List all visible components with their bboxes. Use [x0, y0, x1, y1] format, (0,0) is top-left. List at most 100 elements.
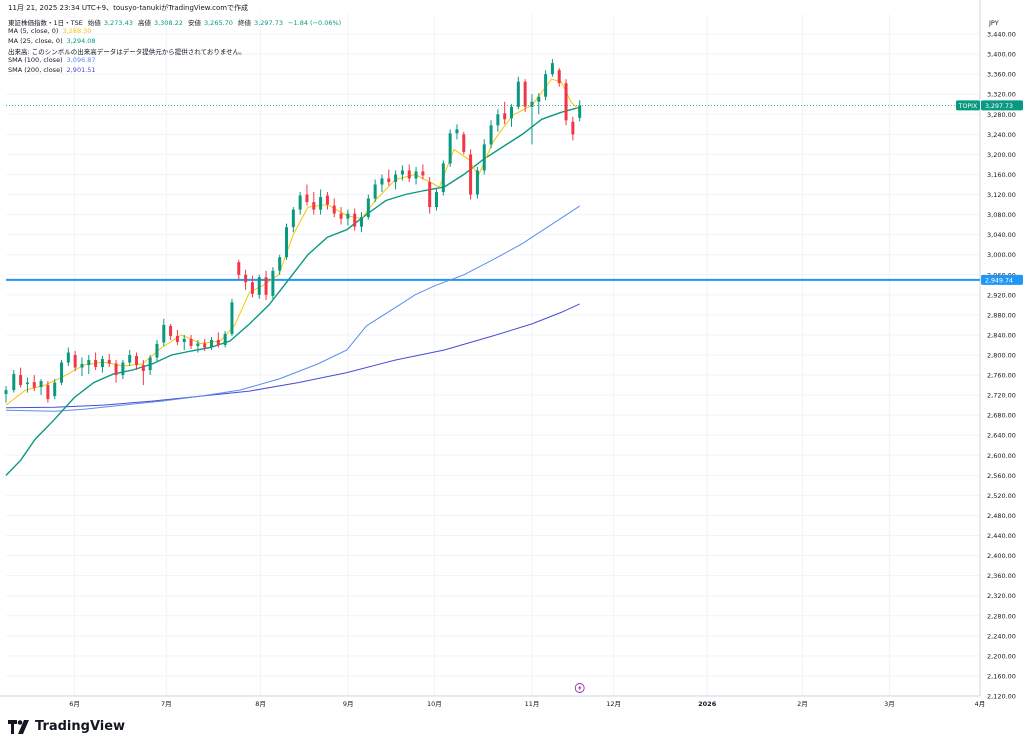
ma25-label: MA (25, close, 0): [8, 37, 63, 45]
y-tick-label: 2,600.00: [987, 452, 1016, 460]
candle-body: [203, 343, 207, 348]
ma5-legend[interactable]: MA (5, close, 0) 3,288.30: [8, 27, 91, 35]
low-label: 安値: [187, 19, 201, 27]
ma25-legend[interactable]: MA (25, close, 0) 3,294.08: [8, 37, 96, 45]
candle-body: [216, 339, 220, 345]
candle-body: [305, 194, 309, 203]
candle: [482, 139, 486, 175]
candle: [380, 174, 384, 193]
candle-body: [128, 355, 132, 363]
candle: [135, 352, 139, 371]
tradingview-logo[interactable]: TradingView: [8, 719, 125, 734]
candle-body: [380, 178, 384, 185]
candle-body: [169, 325, 173, 336]
y-tick-label: 2,120.00: [987, 693, 1016, 701]
candle: [4, 386, 8, 403]
x-tick-label: 8月: [255, 700, 266, 708]
candle: [394, 170, 398, 190]
candle-body: [339, 213, 343, 219]
candle: [46, 381, 50, 403]
close-label: 終値: [238, 19, 252, 27]
y-tick-label: 3,080.00: [987, 211, 1016, 219]
candle: [421, 164, 425, 180]
candle-body: [155, 343, 159, 358]
y-tick-label: 2,720.00: [987, 392, 1016, 400]
candle-body: [250, 282, 254, 294]
candle-body: [325, 195, 329, 205]
candle-body: [421, 171, 425, 176]
candle: [203, 338, 207, 351]
candle: [312, 192, 316, 215]
candle-body: [394, 174, 398, 182]
last-price-label-bg: [981, 100, 1023, 111]
candle-body: [32, 382, 36, 388]
candle-body: [210, 339, 214, 348]
candle-body: [523, 81, 527, 107]
horizontal-line-label: 2,949.74: [981, 274, 1023, 285]
y-tick-label: 3,000.00: [987, 251, 1016, 259]
candle-body: [346, 213, 350, 219]
candle-body: [264, 277, 268, 295]
y-tick-label: 3,200.00: [987, 151, 1016, 159]
candle: [387, 169, 391, 186]
candle-body: [244, 274, 248, 283]
candle: [32, 375, 36, 392]
candle-body: [516, 81, 520, 107]
open-value: 3,273.43: [103, 19, 133, 27]
last-price-label-text: 3,297.73: [985, 103, 1013, 110]
ma5-value: 3,288.30: [62, 27, 92, 35]
candle: [407, 164, 411, 182]
candle-body: [366, 198, 370, 218]
y-tick-label: 2,320.00: [987, 592, 1016, 600]
candle: [400, 165, 404, 181]
y-tick-label: 2,840.00: [987, 331, 1016, 339]
candle-body: [25, 382, 29, 385]
candle: [557, 68, 561, 87]
candle-body: [435, 192, 439, 208]
candle: [298, 192, 302, 215]
y-tick-label: 3,120.00: [987, 191, 1016, 199]
candle-body: [223, 333, 227, 345]
high-value: 3,308.22: [153, 19, 183, 27]
candle: [360, 212, 364, 233]
candle-body: [441, 163, 445, 193]
candle-body: [285, 227, 289, 258]
candle: [210, 336, 214, 350]
candle: [448, 129, 452, 167]
y-tick-label: 2,800.00: [987, 352, 1016, 360]
candle-body: [87, 360, 91, 366]
candle: [530, 94, 534, 145]
y-tick-label: 2,640.00: [987, 432, 1016, 440]
candle-body: [271, 270, 275, 296]
candle-body: [19, 375, 23, 386]
candle-body: [448, 133, 452, 164]
candle: [230, 298, 234, 336]
sma200-legend[interactable]: SMA (200, close) 2,901.51: [8, 66, 96, 74]
ohlc-legend: 東証株価指数・1日・TSE 始値 3,273.43 高値 3,308.22 安値 3,…: [8, 17, 344, 27]
candle-body: [489, 125, 493, 145]
y-tick-label: 3,240.00: [987, 131, 1016, 139]
candle: [475, 166, 479, 199]
candle: [578, 100, 582, 122]
candle-body: [578, 105, 582, 118]
candle: [66, 347, 70, 367]
ma5-line: [5, 78, 581, 406]
y-tick-label: 3,280.00: [987, 111, 1016, 119]
candle-body: [189, 338, 193, 346]
candle-body: [373, 184, 377, 199]
candle-body: [60, 362, 64, 383]
candle: [182, 334, 186, 350]
candle-body: [387, 178, 391, 182]
sma100-legend[interactable]: SMA (100, close) 3,096.87: [8, 56, 96, 64]
candle-body: [135, 356, 139, 366]
low-value: 3,265.70: [203, 19, 233, 27]
candle: [19, 367, 23, 388]
candle: [12, 370, 16, 393]
candle: [291, 207, 295, 233]
x-tick-label: 6月: [69, 700, 80, 708]
candle: [325, 192, 329, 210]
x-tick-label: 10月: [427, 700, 442, 708]
candle: [510, 104, 514, 127]
timestamp-header: 11月 21, 2025 23:34 UTC+9、tousyo-tanukiがT…: [8, 4, 249, 12]
